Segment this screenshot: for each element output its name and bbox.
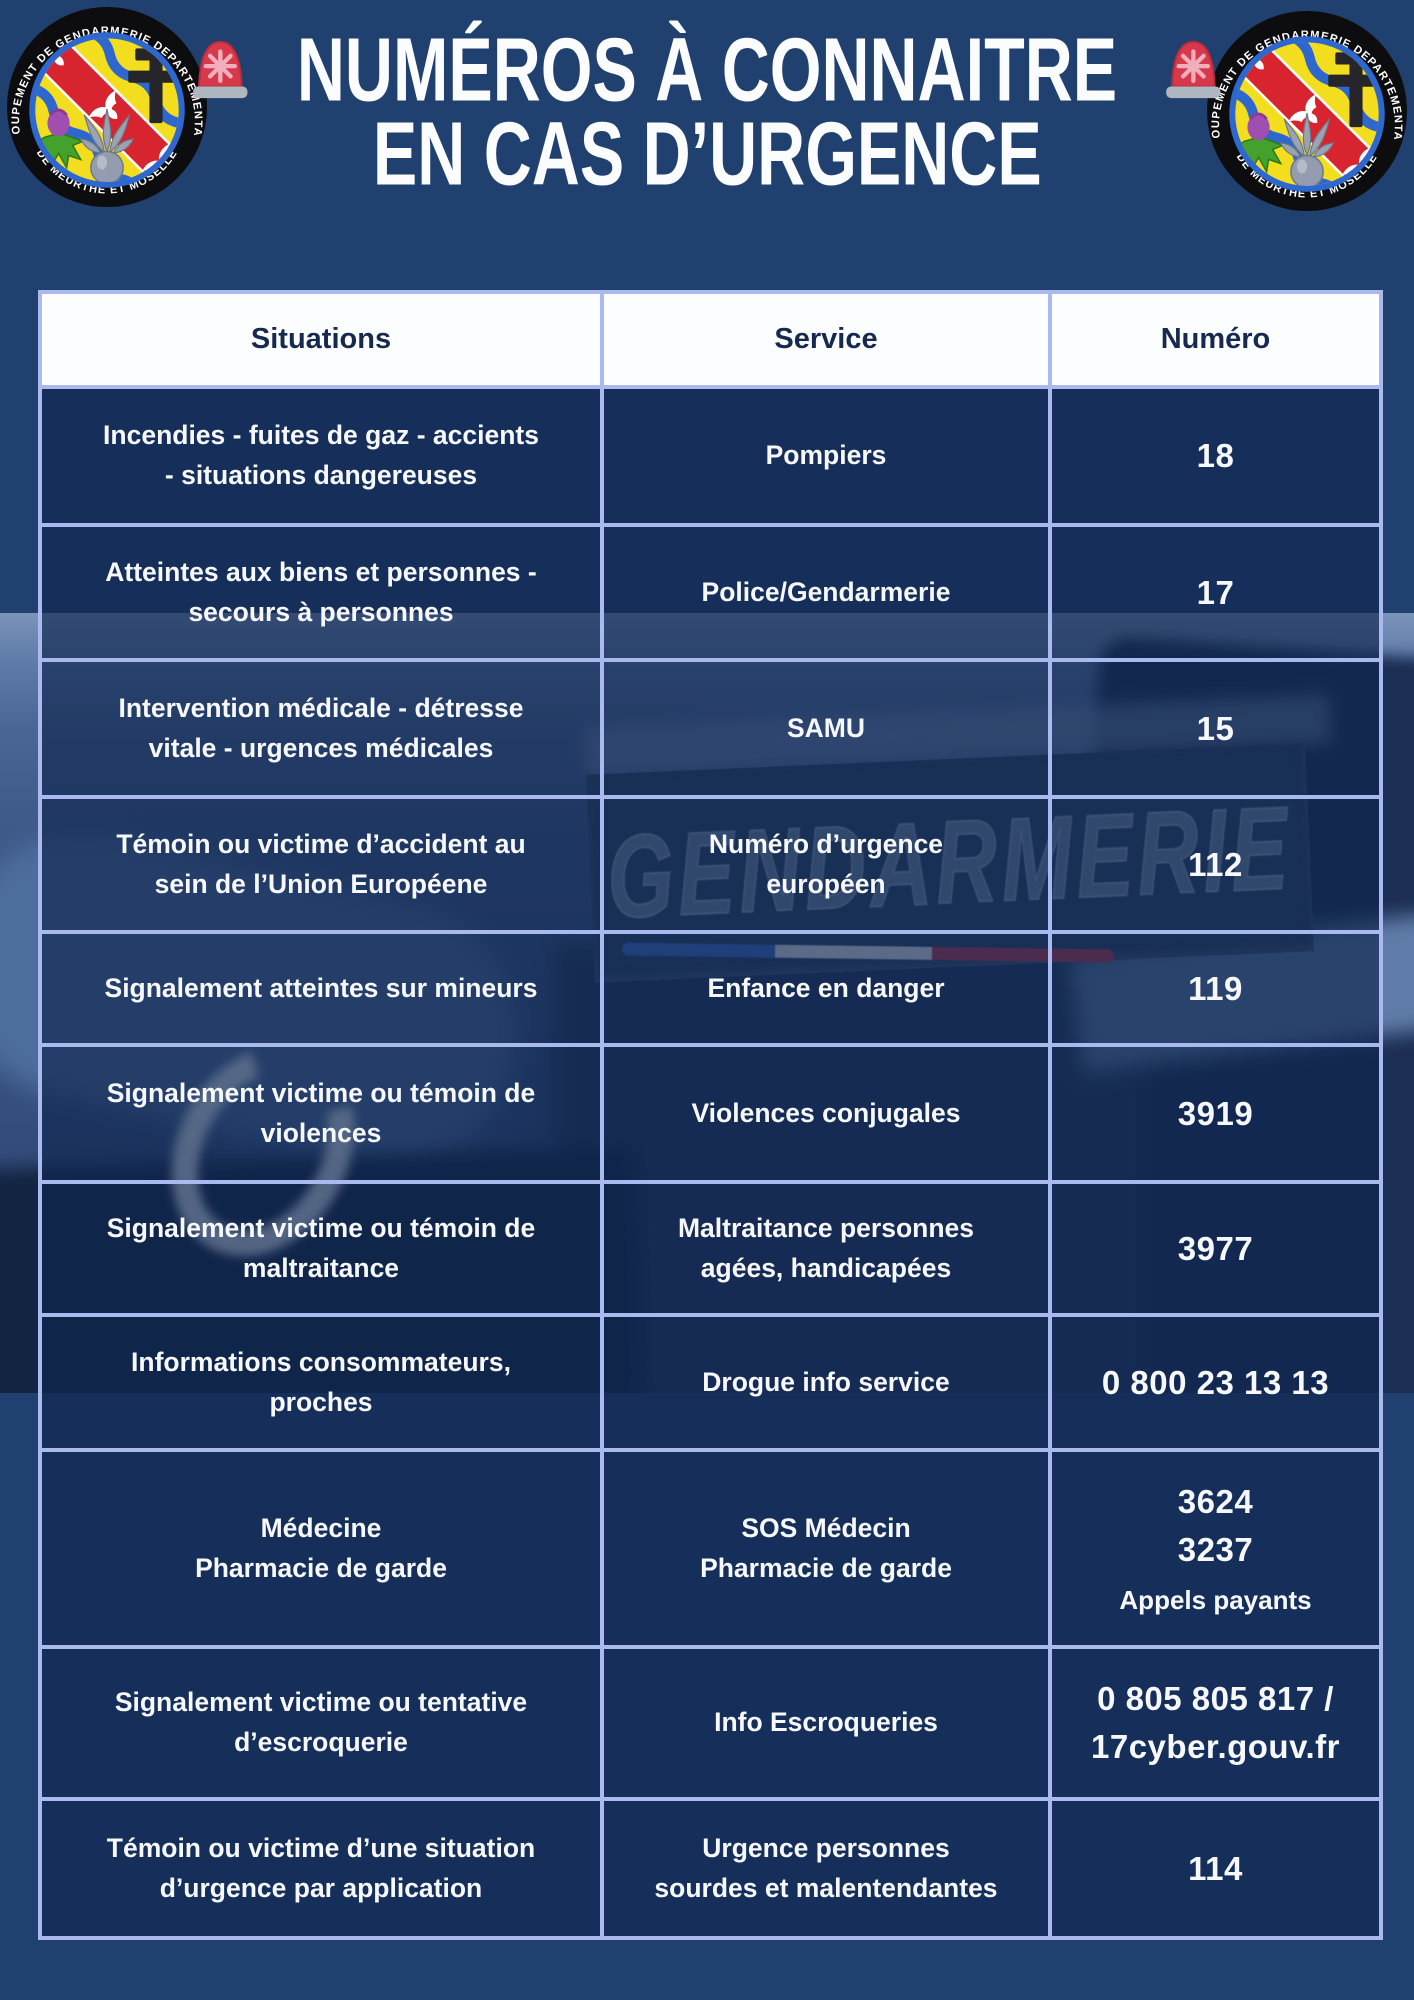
situation-cell: Médecine Pharmacie de garde [42,1452,604,1649]
numero-cell: 17 [1052,527,1379,662]
numero-cell: 18 [1052,389,1379,527]
poster-title: NUMÉROS À CONNAITRE EN CAS D’URGENCE [189,20,1224,204]
service-cell: Info Escroqueries [604,1649,1052,1801]
numero-cell: 3977 [1052,1184,1379,1317]
column-header-situations: Situations [42,294,604,389]
gendarmerie-badge-left-icon: GROUPEMENT DE GENDARMERIE DEPARTEMENTALE… [6,6,207,207]
numero-cell: 119 [1052,934,1379,1047]
numero-cell: 0 805 805 817 / 17cyber.gouv.fr [1052,1649,1379,1801]
situation-cell: Atteintes aux biens et personnes - secou… [42,527,604,662]
service-cell: Violences conjugales [604,1047,1052,1184]
service-cell: Numéro d’urgence européen [604,799,1052,934]
service-cell: Pompiers [604,389,1052,527]
situation-cell: Intervention médicale - détresse vitale … [42,662,604,799]
siren-icon [193,40,248,99]
situation-cell: Signalement atteintes sur mineurs [42,934,604,1047]
emergency-numbers-table: Situations Service Numéro Incendies - fu… [38,290,1383,1940]
column-header-numero: Numéro [1052,294,1379,389]
numero-cell: 15 [1052,662,1379,799]
situation-cell: Signalement victime ou témoin de violenc… [42,1047,604,1184]
situation-cell: Signalement victime ou témoin de maltrai… [42,1184,604,1317]
situation-cell: Incendies - fuites de gaz - accients - s… [42,389,604,527]
gendarmerie-badge-right-icon [1206,10,1408,212]
numero-cell: 0 800 23 13 13 [1052,1317,1379,1452]
situation-cell: Témoin ou victime d’une situation d’urge… [42,1801,604,1936]
numero-cell: 3624 3237 Appels payants [1052,1452,1379,1649]
service-cell: Urgence personnes sourdes et malentendan… [604,1801,1052,1936]
service-cell: Maltraitance personnes agées, handicapée… [604,1184,1052,1317]
service-cell: Drogue info service [604,1317,1052,1452]
service-cell: Enfance en danger [604,934,1052,1047]
grenade-icon [79,108,135,182]
service-cell: Police/Gendarmerie [604,527,1052,662]
service-cell: SAMU [604,662,1052,799]
numero-values: 3624 3237 [1177,1482,1254,1568]
service-cell: SOS Médecin Pharmacie de garde [604,1452,1052,1649]
numero-cell: 112 [1052,799,1379,934]
situation-cell: Témoin ou victime d’accident au sein de … [42,799,604,934]
situation-cell: Signalement victime ou tentative d’escro… [42,1649,604,1801]
situation-cell: Informations consommateurs, proches [42,1317,604,1452]
siren-icon [1166,40,1221,99]
numero-cell: 3919 [1052,1047,1379,1184]
title-line-2: EN CAS D’URGENCE [372,104,1042,204]
column-header-service: Service [604,294,1052,389]
numero-note: Appels payants [1119,1584,1312,1615]
title-line-1: NUMÉROS À CONNAITRE [296,20,1118,120]
numero-cell: 114 [1052,1801,1379,1936]
